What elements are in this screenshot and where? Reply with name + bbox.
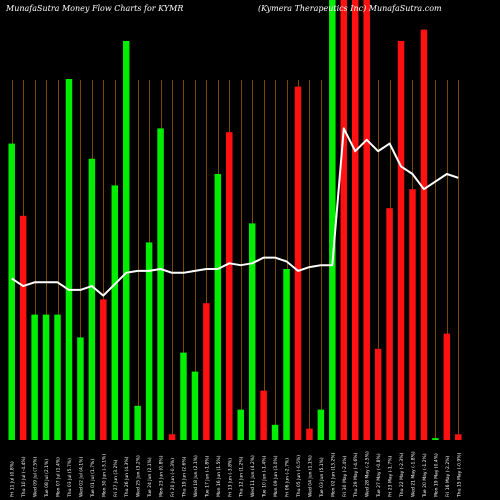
money-flow-bar [191, 371, 199, 440]
money-flow-bar [157, 128, 164, 440]
x-tick-label: Tue 27 May (-0.8%) [376, 453, 382, 498]
money-flow-bar [455, 434, 462, 440]
x-tick-label: Wed 09 Jul (7.5%) [33, 457, 39, 497]
x-tick-label: Fri 11 Jul (0.8%) [10, 461, 16, 497]
price-line [11, 127, 459, 297]
money-flow-bar [134, 405, 141, 440]
x-tick-label: Fri 16 May (-2.2%) [445, 456, 451, 497]
money-flow-bar [317, 409, 325, 440]
x-tick-label: Fri 27 Jun (3.2%) [113, 459, 119, 497]
x-tick-label: Wed 11 Jun (4.2%) [250, 455, 256, 497]
money-flow-bar [226, 132, 233, 440]
money-flow-bar [386, 208, 393, 440]
money-flow-bar [271, 424, 279, 440]
money-flow-bar [260, 390, 267, 440]
x-tick-label: Wed 25 Jun (3.2%) [136, 455, 142, 497]
x-tick-label: Mon 16 Jun (1.5%) [216, 455, 222, 497]
money-flow-bar [54, 314, 61, 440]
money-flow-bar [122, 41, 130, 440]
money-flow-bar [88, 158, 96, 441]
x-tick-label: Wed 18 Jun (2.1%) [193, 455, 199, 497]
x-tick-label: Tue 08 Jul (2.1%) [44, 459, 50, 498]
x-tick-label: Mon 23 Jun (0.8%) [159, 455, 165, 497]
chart-title: MunafaSutra Money Flow Charts for KYMR [6, 4, 184, 13]
x-tick-label: Mon 30 Jun (-3.1%) [101, 454, 107, 497]
money-flow-bar [237, 409, 244, 440]
money-flow-bar [42, 314, 50, 440]
money-flow-bar [374, 348, 382, 440]
x-tick-label: Mon 07 Jul (1.4%) [56, 457, 62, 497]
money-flow-bar [180, 352, 187, 440]
money-flow-bar [214, 174, 222, 440]
money-flow-bar [443, 333, 451, 440]
x-tick-label: Thu 03 Jul (5.7%) [67, 458, 73, 498]
x-tick-label: Thu 26 Jun (4.3%) [124, 456, 130, 498]
x-tick-label: Thu 29 May (-4.6%) [353, 452, 359, 498]
money-flow-bar [409, 189, 416, 440]
bar-series [8, 0, 462, 441]
money-flow-bar [8, 143, 15, 440]
x-tick-label: Thu 12 Jun (1.2%) [239, 456, 245, 498]
x-tick-label: Tue 10 Jun (-1.4%) [262, 455, 268, 498]
money-flow-bar [340, 0, 348, 440]
x-tick-label: Tue 24 Jun (2.1%) [147, 457, 153, 498]
money-flow-bar [77, 337, 84, 440]
x-tick-labels: Fri 11 Jul (0.8%) Thu 10 Jul (-4.4%) Wed 0… [10, 451, 463, 498]
money-flow-bar [351, 0, 359, 440]
money-flow-bar [420, 29, 428, 440]
x-tick-label: Mon 19 May (0.4%) [433, 453, 439, 497]
x-tick-label: Wed 28 May (-2.5%) [365, 451, 371, 497]
x-tick-label: Tue 01 Jul (1.7%) [90, 459, 96, 498]
x-tick-label: Wed 02 Jul (4.1%) [78, 457, 84, 497]
price-line-series [11, 127, 459, 297]
money-flow-bar [397, 41, 405, 440]
money-flow-bar [294, 86, 302, 440]
x-tick-label: Tue 20 May (-1.2%) [422, 453, 428, 498]
x-tick-label: Wed 21 May (-1.8%) [410, 451, 416, 497]
x-tick-label: Thu 10 Jul (-4.4%) [21, 456, 27, 498]
x-tick-label: Fri 13 Jun (-3.8%) [227, 458, 233, 497]
x-tick-label: Thu 19 Jun (2.6%) [181, 456, 187, 498]
x-tick-label: Tue 03 Jun (5.1%) [319, 457, 325, 498]
x-tick-label: Mon 09 Jun (3.0%) [273, 455, 279, 497]
money-flow-bar [363, 0, 370, 440]
money-flow-bar [329, 0, 336, 440]
money-flow-bar [432, 438, 439, 440]
x-tick-label: Tue 17 Jun (-1.8%) [204, 455, 210, 498]
money-flow-bar [65, 79, 73, 440]
money-flow-bar [168, 434, 176, 440]
x-tick-label: Thu 05 Jun (-0.5%) [296, 455, 302, 498]
money-flow-bar [111, 185, 119, 440]
money-flow-bar [31, 314, 38, 440]
money-flow-bar [306, 428, 313, 440]
money-flow-bar [100, 299, 107, 440]
x-tick-label: Mon 02 Jun (13.2%) [330, 452, 336, 497]
x-tick-label: Fri 20 Jun (-0.3%) [170, 458, 176, 497]
x-tick-label: Fri 06 Jun (-2.7%) [285, 458, 291, 497]
x-tick-label: Thu 15 May (-0.9%) [456, 452, 462, 498]
money-flow-bar [19, 215, 27, 440]
x-tick-label: Wed 04 Jun (1.1%) [307, 455, 313, 497]
x-tick-label: Fri 30 May (-2.4%) [342, 456, 348, 497]
money-flow-bar [248, 223, 256, 440]
x-tick-label: Fri 23 May (-1.7%) [388, 456, 394, 497]
money-flow-bar [145, 242, 153, 440]
money-flow-bar [283, 269, 290, 440]
money-flow-bar [203, 303, 210, 440]
x-tick-label: Thu 22 May (-2.3%) [399, 452, 405, 498]
chart-subtitle: (Kymera Therapeutics Inc) MunafaSutra.co… [258, 4, 442, 13]
